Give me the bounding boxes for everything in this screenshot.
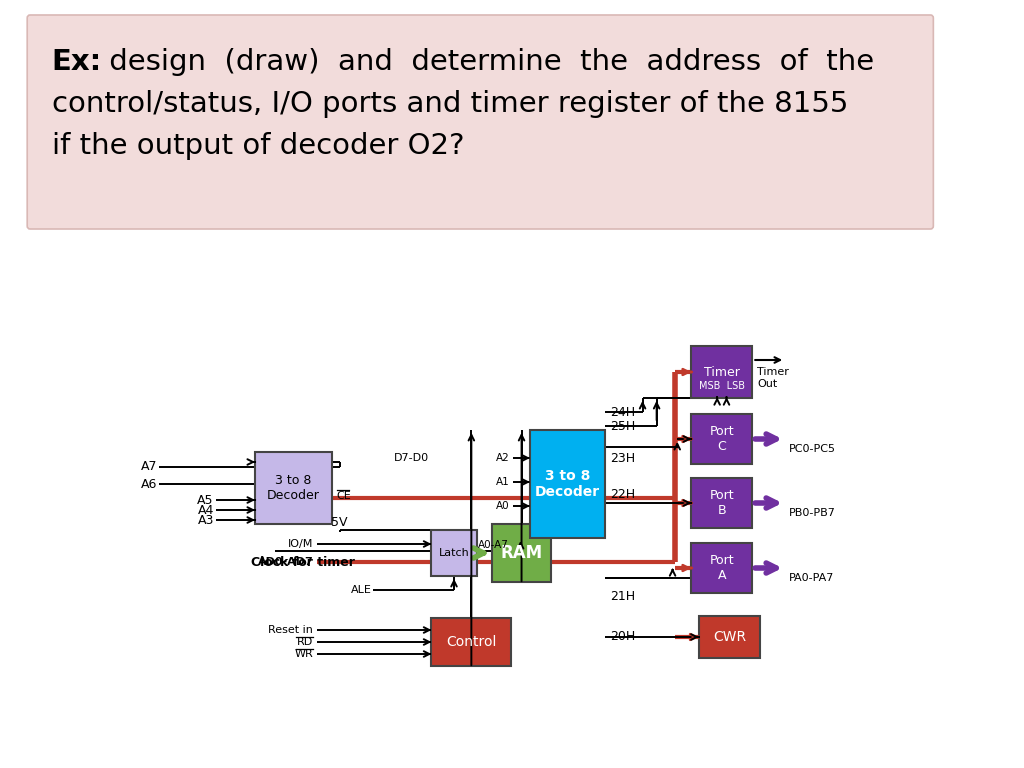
Text: A1: A1 [496,477,509,487]
Text: PA0-PA7: PA0-PA7 [788,573,835,583]
Text: Timer: Timer [757,367,788,377]
Text: RAM: RAM [501,544,543,562]
FancyBboxPatch shape [255,452,332,524]
Text: RD: RD [297,637,313,647]
FancyBboxPatch shape [493,524,551,582]
Text: 21H: 21H [609,590,635,603]
Text: A2: A2 [496,453,509,463]
Text: Port
A: Port A [710,554,734,582]
Text: 24H: 24H [609,406,635,419]
Text: Ex:: Ex: [51,48,101,76]
Text: Port
B: Port B [710,489,734,517]
Text: WR: WR [295,649,313,659]
Text: 25H: 25H [609,419,635,432]
Text: A7: A7 [141,461,158,474]
Text: AD0-AD7: AD0-AD7 [258,557,313,567]
FancyBboxPatch shape [431,618,511,666]
Text: control/status, I/O ports and timer register of the 8155: control/status, I/O ports and timer regi… [51,90,848,118]
Text: Port
C: Port C [710,425,734,453]
FancyBboxPatch shape [691,346,753,398]
Text: Control: Control [446,635,497,649]
Text: 5V: 5V [332,517,348,529]
Text: A6: A6 [141,478,158,491]
Text: Clock for timer: Clock for timer [251,555,355,568]
Text: D7-D0: D7-D0 [393,453,429,463]
Text: PB0-PB7: PB0-PB7 [788,508,836,518]
FancyBboxPatch shape [530,430,605,538]
Text: CWR: CWR [713,630,745,644]
Text: Out: Out [757,379,777,389]
Text: A3: A3 [198,514,214,527]
Text: 20H: 20H [609,631,635,644]
FancyBboxPatch shape [28,15,933,229]
Text: A4: A4 [198,504,214,517]
Text: A0-A7: A0-A7 [477,540,508,550]
Text: Reset in: Reset in [268,625,313,635]
FancyBboxPatch shape [691,414,753,464]
FancyBboxPatch shape [691,543,753,593]
Text: 3 to 8
Decoder: 3 to 8 Decoder [267,474,321,502]
FancyBboxPatch shape [691,478,753,528]
Text: 22H: 22H [609,488,635,502]
Text: 3 to 8
Decoder: 3 to 8 Decoder [535,469,600,499]
Text: PC0-PC5: PC0-PC5 [788,444,836,454]
Text: CE: CE [337,491,351,501]
Text: if the output of decoder O2?: if the output of decoder O2? [51,132,464,160]
Text: A0: A0 [496,501,509,511]
Text: ALE: ALE [350,585,372,595]
Text: A5: A5 [198,494,214,507]
Text: Latch: Latch [438,548,469,558]
Text: MSB  LSB: MSB LSB [698,381,744,391]
FancyBboxPatch shape [431,530,476,576]
Text: IO/M: IO/M [288,539,313,549]
Text: 23H: 23H [609,452,635,465]
Text: Timer: Timer [703,366,739,379]
Text: design  (draw)  and  determine  the  address  of  the: design (draw) and determine the address … [100,48,874,76]
FancyBboxPatch shape [698,616,760,658]
